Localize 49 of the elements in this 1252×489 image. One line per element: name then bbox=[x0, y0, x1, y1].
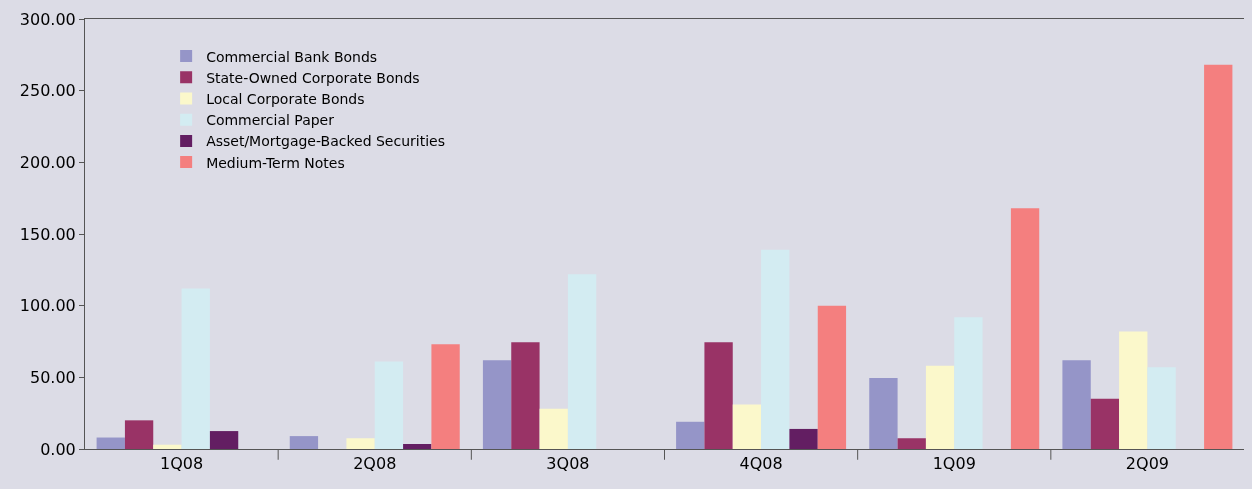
bar bbox=[431, 344, 460, 449]
x-tick-label: 4Q08 bbox=[739, 454, 783, 474]
bar bbox=[289, 436, 319, 449]
legend-label: State-Owned Corporate Bonds bbox=[206, 69, 420, 86]
bar bbox=[925, 365, 955, 449]
bar bbox=[567, 274, 597, 449]
x-tick-label: 1Q08 bbox=[160, 454, 204, 474]
legend-label: Medium-Term Notes bbox=[206, 154, 345, 171]
x-tick-label: 3Q08 bbox=[546, 454, 590, 474]
y-tick-label: 50.00 bbox=[29, 367, 76, 387]
bar bbox=[954, 317, 983, 449]
bar bbox=[346, 438, 375, 449]
bar bbox=[704, 342, 733, 449]
legend-label: Asset/Mortgage-Backed Securities bbox=[206, 133, 445, 150]
bar bbox=[897, 438, 926, 449]
legend-label: Commercial Paper bbox=[206, 112, 335, 129]
bar bbox=[1204, 64, 1233, 449]
bar bbox=[1010, 208, 1040, 449]
x-tick-label: 1Q09 bbox=[932, 454, 976, 474]
bar bbox=[539, 408, 568, 449]
bar bbox=[153, 444, 182, 449]
y-tick-label: 100.00 bbox=[19, 296, 76, 316]
bar bbox=[1062, 360, 1091, 449]
bar bbox=[1147, 367, 1176, 449]
bar bbox=[1090, 398, 1120, 449]
bar bbox=[789, 428, 818, 449]
bar bbox=[96, 437, 125, 449]
y-tick-label: 150.00 bbox=[19, 224, 76, 244]
bar bbox=[732, 404, 762, 449]
bar bbox=[482, 360, 512, 449]
y-tick-label: 300.00 bbox=[19, 9, 76, 29]
bar bbox=[374, 361, 404, 449]
y-tick-label: 200.00 bbox=[19, 152, 76, 172]
bar bbox=[181, 288, 210, 449]
bar bbox=[761, 249, 790, 449]
bar bbox=[403, 443, 432, 449]
y-tick-label: 250.00 bbox=[19, 81, 76, 101]
bar bbox=[511, 342, 540, 449]
y-tick-label: 0.00 bbox=[40, 439, 76, 459]
x-tick-label: 2Q09 bbox=[1125, 454, 1169, 474]
bar bbox=[676, 421, 705, 449]
legend-label: Commercial Bank Bonds bbox=[206, 48, 378, 65]
x-tick-label: 2Q08 bbox=[353, 454, 397, 474]
legend-label: Local Corporate Bonds bbox=[206, 90, 365, 107]
bar bbox=[1119, 331, 1148, 449]
bar bbox=[209, 431, 239, 449]
bar bbox=[869, 378, 898, 449]
bar bbox=[124, 420, 154, 449]
bar bbox=[817, 305, 847, 449]
